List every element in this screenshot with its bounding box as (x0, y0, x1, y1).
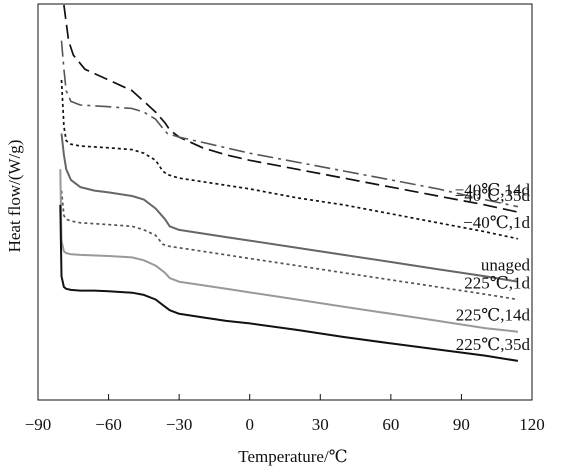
plot-frame (37, 3, 533, 401)
x-axis-tick-labels: −90 −60 −30 0 30 60 90 120 (25, 415, 545, 434)
series-line (60, 190, 519, 301)
series-label: 225℃,1d (464, 274, 530, 293)
series-label: −40℃,35d (455, 186, 531, 205)
x-tick-label: 60 (382, 415, 399, 434)
series-line (63, 4, 519, 213)
x-tick-label: −90 (25, 415, 52, 434)
series-label: −40℃,1d (463, 213, 530, 232)
x-tick-label: 30 (312, 415, 329, 434)
series-label: unaged (481, 256, 531, 275)
series-label: 225℃,14d (456, 306, 531, 325)
x-axis-ticks (37, 394, 533, 400)
x-tick-label: 120 (519, 415, 545, 434)
x-tick-label: 0 (245, 415, 254, 434)
x-tick-label: −30 (166, 415, 193, 434)
x-tick-label: 90 (453, 415, 470, 434)
series-line (60, 79, 519, 240)
series-line (59, 169, 519, 333)
x-tick-label: −60 (95, 415, 122, 434)
data-series (59, 4, 519, 362)
y-axis-title: Heat flow/(W/g) (5, 140, 24, 253)
series-label: 225℃,35d (456, 335, 531, 354)
x-axis-title: Temperature/℃ (238, 447, 347, 466)
series-line (59, 204, 519, 362)
series-line (60, 133, 519, 283)
series-line (60, 40, 519, 208)
series-label: −40℃,14d (455, 181, 531, 200)
